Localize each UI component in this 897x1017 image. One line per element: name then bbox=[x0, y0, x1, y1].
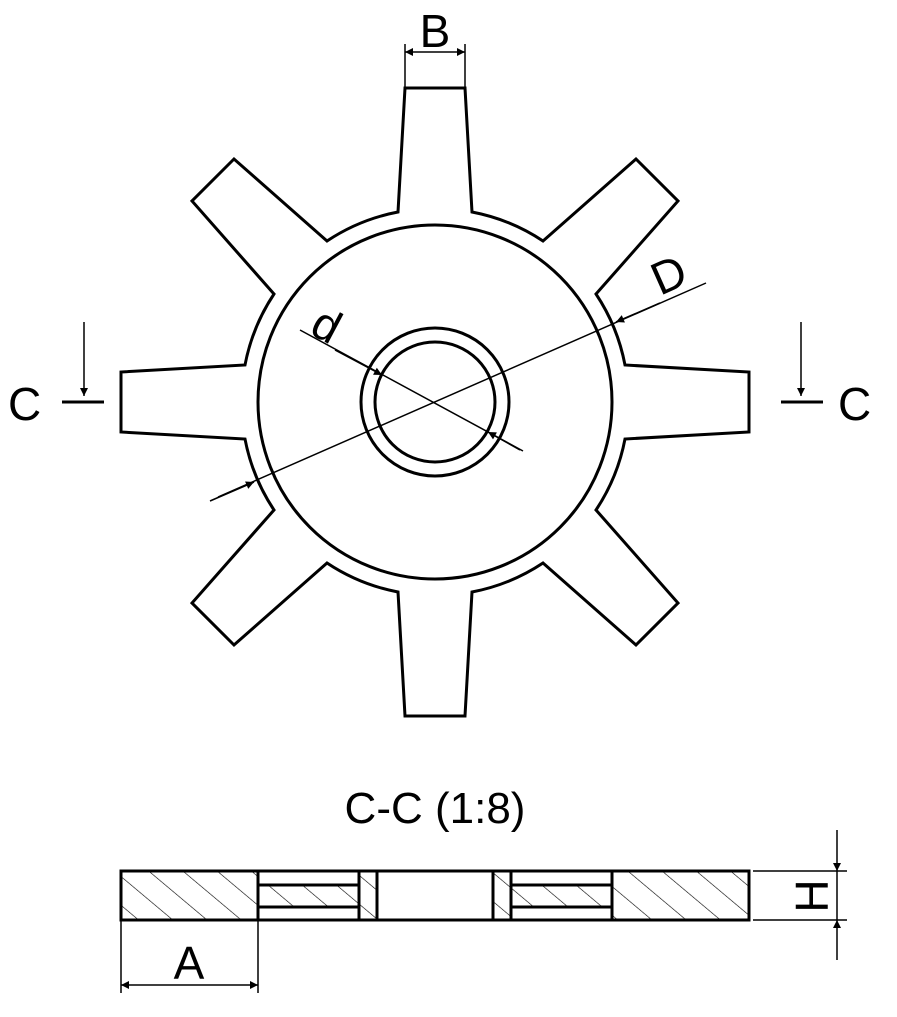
slot-left-bottom bbox=[256, 905, 361, 922]
top-view: D d B C C bbox=[8, 5, 871, 718]
section-outline bbox=[119, 869, 751, 922]
label-A: A bbox=[174, 937, 205, 989]
dim-arrow-d-upper bbox=[334, 349, 383, 376]
hatch-left-inner bbox=[359, 871, 377, 920]
dim-line-d bbox=[299, 329, 524, 452]
star-wheel-outline bbox=[119, 86, 751, 718]
label-H: H bbox=[786, 879, 838, 912]
label-c-right: C bbox=[838, 378, 871, 430]
bore-circle bbox=[373, 340, 497, 464]
hatch-right-bushing bbox=[511, 885, 612, 907]
hatch-left-outer bbox=[121, 871, 258, 920]
label-B: B bbox=[420, 5, 451, 57]
section-title: C-C (1:8) bbox=[345, 784, 526, 833]
label-c-left: C bbox=[8, 378, 41, 430]
dim-arrow-d-lower bbox=[487, 431, 521, 451]
hatch-right-outer bbox=[612, 871, 749, 920]
hatch-right-inner bbox=[493, 871, 511, 920]
slot-left-top bbox=[256, 869, 361, 887]
label-d: d bbox=[303, 296, 350, 354]
hatch-left-bushing bbox=[258, 885, 359, 907]
slot-right-bottom bbox=[509, 905, 614, 922]
section-view: A H bbox=[119, 830, 847, 993]
hub-circle bbox=[256, 223, 614, 581]
slot-right-top bbox=[509, 869, 614, 887]
dim-arrow-D-left bbox=[209, 481, 255, 502]
dim-arrow-D-right bbox=[615, 302, 661, 323]
bushing-outer-circle bbox=[359, 326, 511, 478]
label-D: D bbox=[643, 244, 695, 305]
